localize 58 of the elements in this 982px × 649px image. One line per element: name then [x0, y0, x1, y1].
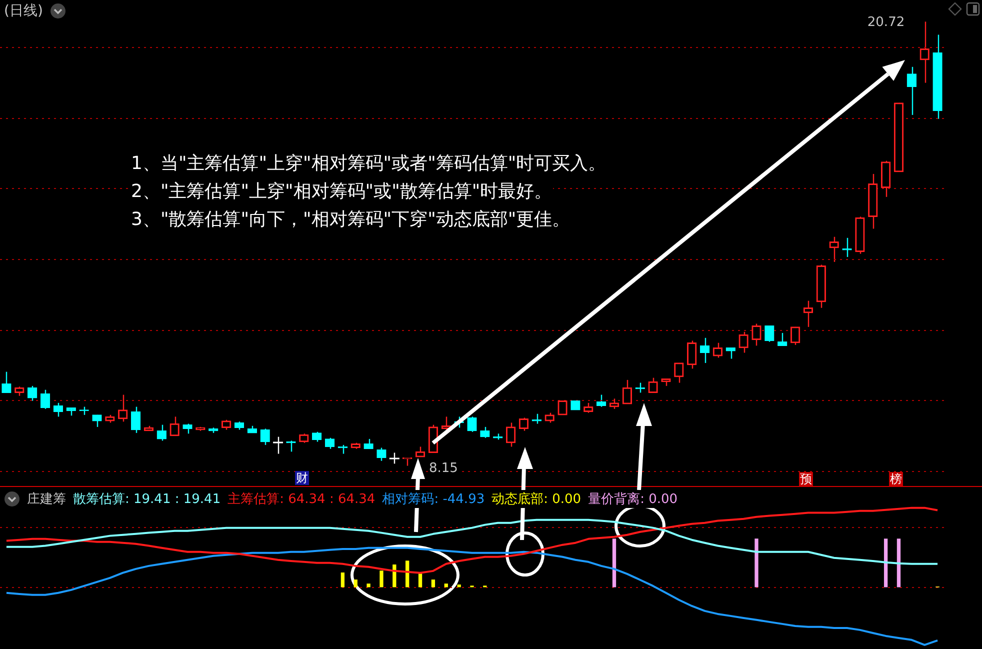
bar	[444, 584, 448, 588]
candlestick	[170, 416, 180, 436]
bar	[896, 538, 901, 588]
series-label: 散筹估算: 19.41 : 19.41	[73, 490, 221, 508]
candlestick	[790, 326, 800, 346]
text: 相对筹码: -44.93	[382, 490, 485, 508]
bar	[366, 584, 370, 588]
candlestick	[622, 379, 632, 405]
chart-title: 庄建筹	[27, 490, 66, 508]
candlestick	[364, 438, 374, 450]
candlestick	[906, 66, 916, 116]
bar	[431, 580, 436, 588]
candlestick	[480, 426, 490, 438]
bar	[884, 538, 888, 588]
text: 预	[799, 472, 813, 486]
bar	[754, 538, 758, 588]
candlestick	[726, 347, 736, 360]
candlestick	[712, 342, 723, 358]
bar	[612, 538, 616, 588]
annotation: 20.72	[867, 14, 905, 30]
candlestick	[829, 236, 839, 263]
candlestick	[130, 406, 141, 434]
candlestick	[92, 414, 102, 428]
candlestick	[14, 386, 24, 396]
candlestick	[544, 412, 554, 424]
bar	[354, 580, 358, 588]
candlestick	[687, 340, 697, 370]
candlestick	[609, 398, 620, 410]
candlestick	[880, 160, 891, 198]
chart-title: (日线)	[4, 2, 43, 20]
candlestick	[53, 402, 64, 418]
candlestick	[415, 446, 426, 458]
text: 动态底部: 0.00	[492, 490, 582, 508]
candlestick	[221, 419, 232, 430]
bar	[457, 584, 461, 588]
candlestick	[182, 423, 192, 434]
candlestick	[2, 371, 12, 394]
candlestick	[156, 424, 166, 442]
bar	[340, 572, 345, 588]
annotation: 1、当"主筹估算"上穿"相对筹码"或者"筹码估算"时可买入。	[130, 153, 608, 174]
candlestick	[803, 300, 814, 328]
candlestick	[506, 422, 516, 448]
annotation: 2、"主筹估算"上穿"相对筹码"或"散筹估算"时最好。	[130, 181, 554, 202]
text: 榜	[889, 472, 903, 486]
text: 量价背离: 0.00	[588, 490, 678, 508]
annotation: 3、"散筹估算"向下，"相对筹码"下穿"动态底部"更佳。	[130, 209, 572, 230]
candlestick	[596, 394, 606, 408]
bar	[418, 574, 422, 588]
text: 财	[295, 471, 309, 485]
candlestick	[920, 21, 930, 84]
candlestick	[778, 332, 788, 346]
annotation: 8.15	[428, 461, 459, 476]
candlestick	[700, 337, 710, 364]
bar	[380, 570, 384, 588]
candlestick	[584, 402, 594, 414]
candlestick	[118, 394, 128, 422]
candlestick	[299, 433, 309, 444]
text: 主筹估算: 64.34 : 64.34	[228, 490, 376, 508]
